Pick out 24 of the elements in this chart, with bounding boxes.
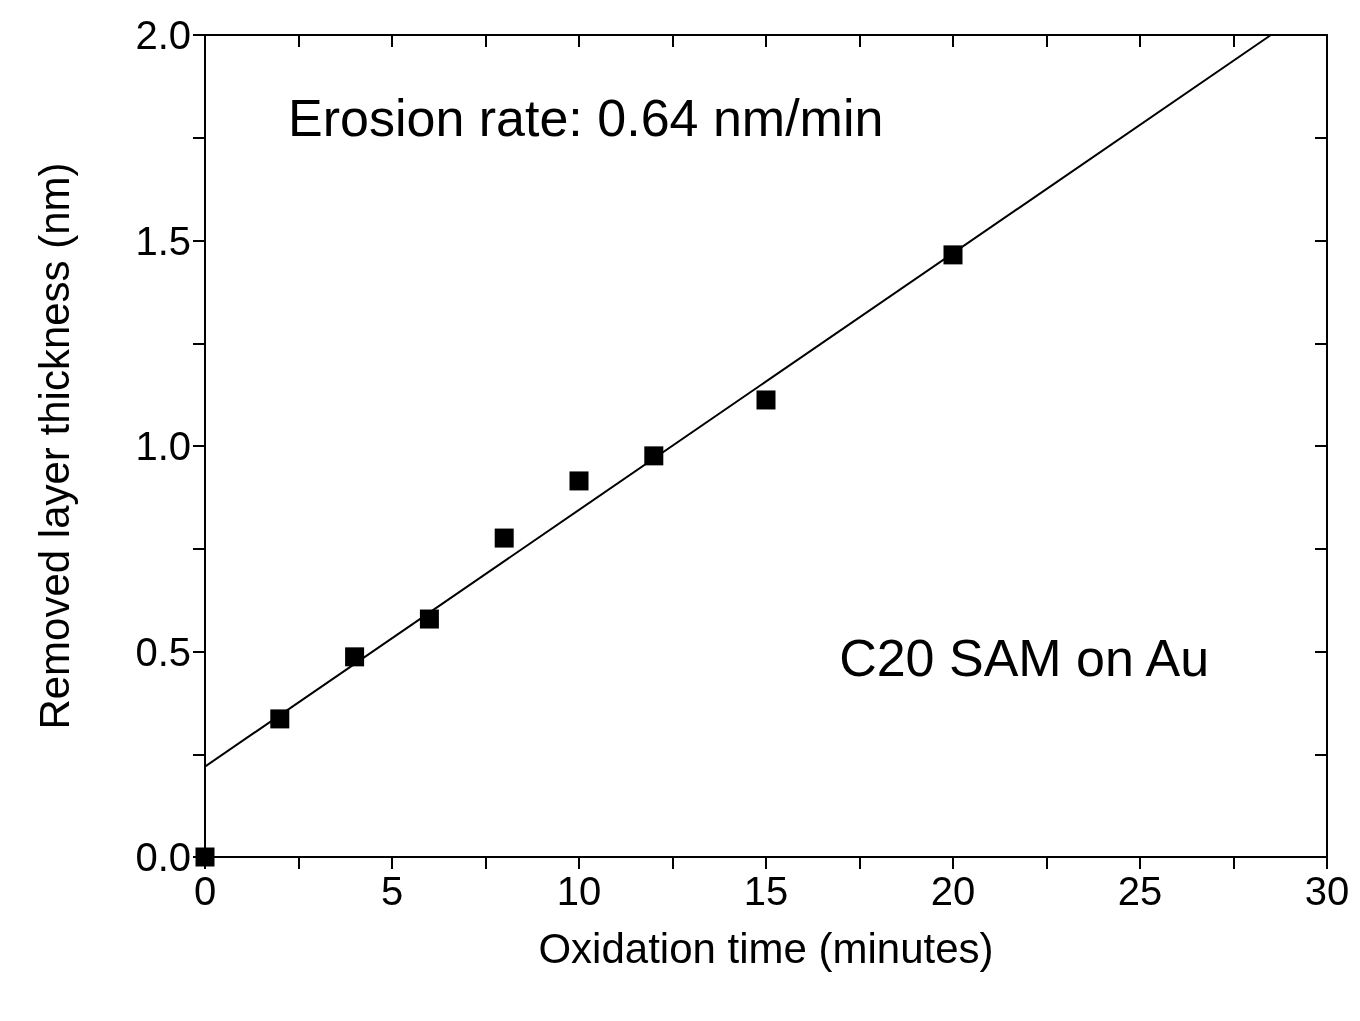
point [943, 245, 963, 265]
x-tick-label: 15 [743, 869, 789, 913]
point [419, 609, 439, 629]
x-tick-label: 5 [380, 869, 404, 913]
annotation: C20 SAM on Au [839, 629, 1210, 687]
x-tick-label: 30 [1304, 869, 1350, 913]
annotation: Erosion rate: 0.64 nm/min [288, 89, 884, 147]
point [345, 647, 365, 667]
y-tick-label: 1.0 [135, 424, 191, 468]
y-tick-label: 0.5 [135, 629, 191, 674]
point [756, 390, 776, 410]
y-tick-label: 1.5 [135, 218, 191, 263]
point [270, 709, 290, 729]
point [644, 446, 664, 466]
x-tick-label: 20 [930, 869, 976, 913]
y-axis-title: Removed layer thickness (nm) [30, 162, 78, 730]
x-tick-label: 10 [556, 869, 602, 913]
x-tick-label: 0 [193, 869, 217, 913]
point [569, 471, 589, 491]
x-axis-title: Oxidation time (minutes) [538, 924, 994, 972]
x-tick-label: 25 [1117, 869, 1163, 913]
y-tick-label: 0.0 [135, 835, 191, 879]
point [494, 528, 514, 548]
y-tick-label: 2.0 [135, 13, 191, 57]
